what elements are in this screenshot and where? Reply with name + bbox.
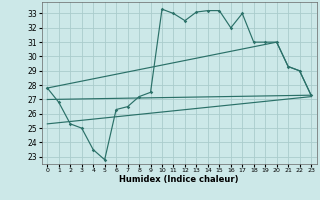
X-axis label: Humidex (Indice chaleur): Humidex (Indice chaleur)	[119, 175, 239, 184]
